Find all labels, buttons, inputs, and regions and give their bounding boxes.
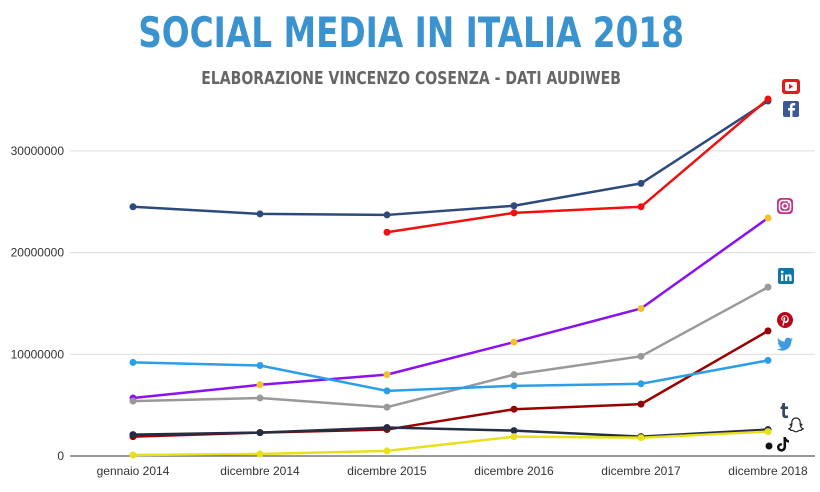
chart-subtitle: ELABORAZIONE VINCENZO COSENZA - DATI AUD…	[201, 68, 621, 89]
facebook-icon	[783, 101, 799, 117]
data-point	[383, 228, 391, 236]
y-tick-label: 0	[57, 449, 64, 463]
data-point	[383, 403, 391, 411]
x-tick-label: dicembre 2014	[220, 464, 300, 478]
data-point	[510, 405, 518, 413]
data-point	[764, 327, 772, 335]
tiktok-icon	[777, 437, 789, 452]
series-line	[132, 430, 769, 457]
series-line	[132, 359, 769, 393]
y-tick-label: 10000000	[11, 347, 65, 361]
series-points	[129, 95, 772, 459]
instagram-icon	[777, 198, 793, 214]
data-point	[256, 381, 264, 389]
data-point	[256, 450, 264, 458]
youtube-icon	[782, 79, 800, 94]
pinterest-icon	[777, 312, 793, 328]
data-point	[256, 210, 264, 218]
data-point	[637, 179, 645, 187]
series-lines	[132, 98, 769, 457]
x-tick-label: dicembre 2017	[601, 464, 681, 478]
data-point	[637, 305, 645, 313]
series-line	[132, 286, 769, 409]
x-tick-label: dicembre 2016	[474, 464, 554, 478]
data-point	[383, 424, 391, 432]
data-point	[764, 428, 772, 436]
data-point	[510, 433, 518, 441]
data-point	[256, 361, 264, 369]
data-point	[764, 214, 772, 222]
series-line	[132, 99, 769, 217]
data-point	[637, 434, 645, 442]
data-point	[383, 387, 391, 395]
data-point	[383, 211, 391, 219]
data-point	[510, 427, 518, 435]
linkedin-icon	[778, 268, 794, 284]
data-point	[510, 382, 518, 390]
data-point	[637, 203, 645, 211]
data-point	[637, 380, 645, 388]
data-point	[510, 209, 518, 217]
data-point	[637, 400, 645, 408]
y-tick-label: 30000000	[11, 144, 65, 158]
data-point	[129, 431, 137, 439]
gridlines	[70, 150, 815, 457]
data-point	[637, 352, 645, 360]
data-point	[256, 394, 264, 402]
chart-title: SOCIAL MEDIA IN ITALIA 2018	[138, 8, 684, 57]
data-point	[129, 358, 137, 366]
data-point	[510, 338, 518, 346]
y-tick-label: 20000000	[11, 246, 65, 260]
data-point	[383, 371, 391, 379]
x-tick-label: dicembre 2018	[728, 464, 808, 478]
data-point	[383, 447, 391, 455]
data-point	[129, 203, 137, 211]
series-line	[386, 98, 769, 234]
data-point	[510, 202, 518, 210]
tumblr-icon	[780, 403, 789, 419]
twitter-icon	[777, 337, 793, 351]
data-point	[256, 429, 264, 437]
x-tick-label: gennaio 2014	[97, 464, 170, 478]
legend-icons	[765, 79, 804, 452]
series-line	[132, 216, 769, 400]
data-point	[129, 397, 137, 405]
data-point	[510, 371, 518, 379]
data-point	[129, 451, 137, 459]
x-axis: gennaio 2014 dicembre 2014 dicembre 2015 di…	[97, 464, 808, 478]
series-line	[132, 329, 769, 438]
tiktok-series-dot	[765, 442, 773, 450]
data-point	[764, 283, 772, 291]
snapchat-icon	[788, 417, 804, 433]
y-axis: 0 10000000 20000000 30000000	[11, 144, 65, 463]
x-tick-label: dicembre 2015	[347, 464, 427, 478]
data-point	[764, 95, 772, 103]
data-point	[764, 356, 772, 364]
